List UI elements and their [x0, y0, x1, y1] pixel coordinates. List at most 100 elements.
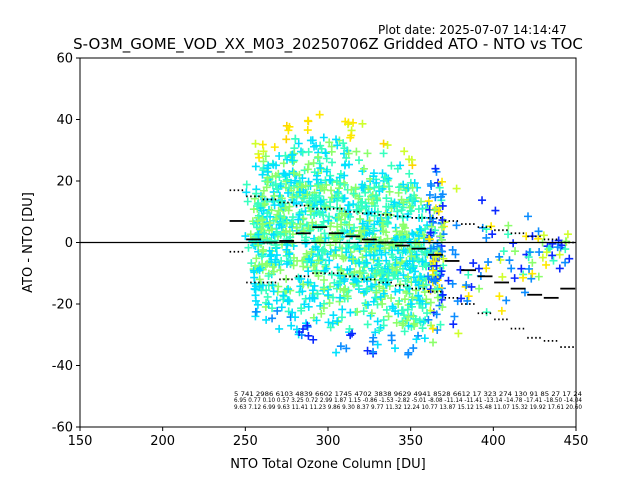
data-point — [405, 237, 414, 246]
data-point — [334, 318, 343, 327]
data-point — [340, 194, 349, 203]
data-point — [299, 262, 308, 271]
data-point — [555, 250, 564, 259]
data-point — [399, 198, 408, 207]
data-point — [351, 276, 360, 285]
data-point — [426, 298, 435, 307]
data-point — [388, 253, 397, 262]
data-point — [451, 250, 460, 259]
data-point — [269, 230, 278, 239]
y-tick-label: 20 — [56, 175, 73, 190]
data-point — [292, 192, 301, 201]
data-point — [319, 276, 328, 285]
data-point — [362, 258, 371, 267]
data-point — [495, 292, 504, 301]
data-point — [535, 248, 544, 257]
data-point — [295, 275, 304, 284]
data-point — [518, 273, 527, 282]
data-point — [373, 196, 382, 205]
data-point — [484, 258, 493, 267]
data-point — [277, 303, 286, 312]
data-point — [382, 228, 391, 237]
data-point — [431, 193, 440, 202]
data-point — [251, 307, 260, 316]
data-point — [259, 245, 268, 254]
data-point — [379, 149, 388, 158]
data-point — [350, 268, 359, 277]
data-point — [499, 247, 508, 256]
data-point — [310, 142, 319, 151]
data-point — [280, 229, 289, 238]
data-point — [487, 222, 496, 231]
data-point — [524, 212, 533, 221]
data-point — [295, 188, 304, 197]
data-point — [434, 207, 443, 216]
data-point — [396, 253, 405, 262]
data-point — [408, 229, 417, 238]
data-point — [379, 316, 388, 325]
data-point — [304, 160, 313, 169]
data-point — [369, 172, 378, 181]
data-point — [363, 149, 372, 158]
data-point — [467, 282, 476, 291]
data-point — [336, 179, 345, 188]
data-point — [432, 261, 441, 270]
data-point — [350, 242, 359, 251]
data-point — [317, 144, 326, 153]
data-point — [379, 139, 388, 148]
data-point — [303, 278, 312, 287]
data-point — [284, 188, 293, 197]
data-point — [548, 251, 557, 260]
data-point — [314, 180, 323, 189]
data-point — [504, 230, 513, 239]
data-point — [294, 273, 303, 282]
data-point — [322, 203, 331, 212]
data-point — [426, 228, 435, 237]
data-point — [309, 335, 318, 344]
data-point — [367, 309, 376, 318]
data-point — [488, 230, 497, 239]
data-point — [438, 290, 447, 299]
data-point — [414, 205, 423, 214]
data-point — [399, 222, 408, 231]
data-point — [339, 139, 348, 148]
data-point — [258, 220, 267, 229]
x-tick-label: 250 — [233, 434, 258, 449]
data-point — [534, 272, 543, 281]
data-point — [297, 306, 306, 315]
bin-mean-row: 6.95 0.77 0.10 0.57 3.25 0.72 2.99 1.87 … — [234, 396, 582, 404]
data-point — [345, 220, 354, 229]
data-point — [495, 252, 504, 261]
data-point — [341, 209, 350, 218]
data-point — [433, 326, 442, 335]
data-point — [448, 245, 457, 254]
data-point — [303, 126, 312, 135]
data-point — [344, 201, 353, 210]
data-point — [354, 230, 363, 239]
data-point — [337, 313, 346, 322]
data-point — [565, 254, 574, 263]
data-point — [387, 336, 396, 345]
data-point — [282, 245, 291, 254]
data-point — [325, 299, 334, 308]
data-point — [244, 243, 253, 252]
data-point — [358, 197, 367, 206]
data-point — [286, 233, 295, 242]
data-point — [418, 324, 427, 333]
data-point — [457, 294, 466, 303]
data-point — [378, 299, 387, 308]
data-point — [306, 207, 315, 216]
data-point — [524, 253, 533, 262]
data-point — [271, 258, 280, 267]
data-point — [319, 304, 328, 313]
data-point — [318, 255, 327, 264]
data-point — [303, 321, 312, 330]
data-point — [359, 164, 368, 173]
data-point — [401, 276, 410, 285]
data-point — [307, 247, 316, 256]
data-point — [375, 259, 384, 268]
data-point — [349, 200, 358, 209]
data-point — [333, 141, 342, 150]
data-point — [511, 247, 520, 256]
data-point — [469, 259, 478, 268]
